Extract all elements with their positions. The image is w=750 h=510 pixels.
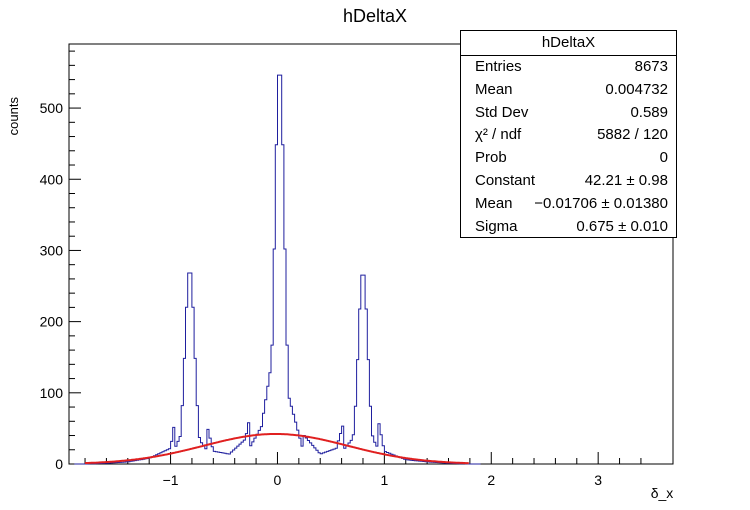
- stats-label: Prob: [475, 149, 507, 167]
- x-axis: −1 0 1 2 3: [84, 452, 642, 488]
- stats-row: Entries 8673: [461, 56, 676, 79]
- y-tick-label: 200: [40, 314, 64, 330]
- y-tick-label: 100: [40, 385, 64, 401]
- chart-title: hDeltaX: [343, 6, 407, 26]
- plot-frame: [68, 43, 674, 465]
- stats-row: Constant 42.21 ± 0.98: [461, 170, 676, 193]
- stats-box: hDeltaX Entries 8673 Mean 0.004732 Std Dev 0.…: [460, 30, 677, 238]
- stats-value: 0.589: [630, 103, 668, 121]
- stats-row: Mean −0.01706 ± 0.01380: [461, 193, 676, 216]
- x-tick-label: 1: [380, 472, 388, 488]
- stats-row: χ² / ndf 5882 / 120: [461, 124, 676, 147]
- stats-value: 0.004732: [605, 80, 668, 98]
- stats-label: Mean: [475, 194, 513, 212]
- gaussian-fit-curve: [84, 433, 469, 465]
- stats-label: χ² / ndf: [475, 126, 522, 144]
- y-tick-label: 0: [55, 456, 63, 472]
- y-tick-label: 300: [40, 242, 64, 258]
- stats-value: 0: [659, 149, 668, 167]
- stats-label: Entries: [475, 58, 522, 75]
- y-axis-label: counts: [6, 97, 21, 136]
- y-tick-label: 500: [40, 100, 64, 116]
- x-axis-label: δ_x: [651, 485, 674, 501]
- stats-row: Mean 0.004732: [461, 79, 676, 102]
- stats-rows: Entries 8673 Mean 0.004732 Std Dev 0.589 χ² / …: [461, 56, 676, 238]
- stats-row: Std Dev 0.589: [461, 102, 676, 125]
- x-tick-label: 0: [274, 472, 282, 488]
- stats-value: 42.21 ± 0.98: [584, 171, 668, 189]
- x-tick-label: 3: [594, 472, 602, 488]
- stats-value: 8673: [634, 58, 668, 75]
- stats-value: 5882 / 120: [597, 126, 668, 144]
- histogram-series: [74, 74, 481, 465]
- stats-label: Constant: [475, 171, 536, 189]
- stats-label: Mean: [475, 80, 513, 98]
- x-tick-label: 2: [487, 472, 495, 488]
- stats-box-title: hDeltaX: [461, 31, 676, 56]
- stats-value: −0.01706 ± 0.01380: [534, 194, 668, 212]
- stats-value: 0.675 ± 0.010: [576, 217, 668, 235]
- y-tick-label: 400: [40, 171, 64, 187]
- y-axis: 0 100 200 300 400 500: [40, 50, 81, 472]
- stats-label: Std Dev: [475, 103, 529, 121]
- stats-row: Prob 0: [461, 147, 676, 170]
- stats-row: Sigma 0.675 ± 0.010: [461, 216, 676, 239]
- x-tick-label: −1: [163, 472, 179, 488]
- stats-label: Sigma: [475, 217, 518, 235]
